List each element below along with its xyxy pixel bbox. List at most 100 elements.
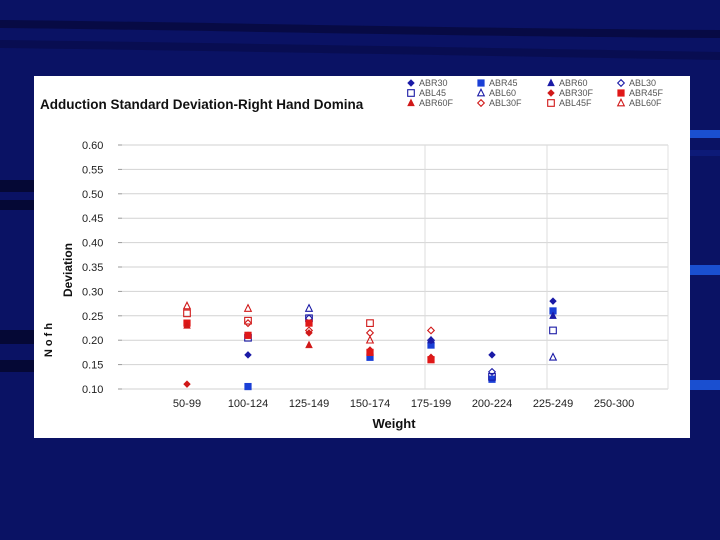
legend-item: ABR30F xyxy=(546,88,616,98)
data-point xyxy=(304,326,314,335)
y-tick-label: 0.10 xyxy=(82,384,103,396)
y-axis-ticks: 0.60 0.55 0.50 0.45 0.40 0.35 0.30 0.25 0.20 0.15… xyxy=(82,140,122,396)
legend-marker xyxy=(547,99,555,107)
legend-label: ABR30F xyxy=(559,88,594,98)
series-abr30f xyxy=(183,329,435,388)
legend-marker-icon xyxy=(547,89,555,97)
series-abr60f xyxy=(183,321,313,349)
legend-label: ABR60F xyxy=(419,98,454,108)
legend-item: ABL45F xyxy=(546,98,616,108)
chart-panel: Adduction Standard Deviation-Right Hand … xyxy=(34,76,690,438)
data-point xyxy=(427,356,435,364)
legend-label: ABR30 xyxy=(419,78,448,88)
legend-marker xyxy=(547,78,555,87)
chart-title: Adduction Standard Deviation-Right Hand … xyxy=(40,97,364,112)
data-point xyxy=(487,367,497,376)
y-tick-label: 0.30 xyxy=(82,286,103,298)
legend-item: ABL30 xyxy=(616,78,686,88)
data-point xyxy=(549,311,557,319)
y-axis-label-fragment: N o f h xyxy=(43,323,55,357)
legend-item: ABR30 xyxy=(406,78,476,88)
legend-marker xyxy=(407,98,415,107)
series-abl60f xyxy=(182,301,375,344)
data-point xyxy=(244,351,252,359)
legend-marker-icon xyxy=(547,99,555,107)
data-point xyxy=(305,340,313,349)
series-abr60 xyxy=(427,311,557,344)
legend-label: ABL60 xyxy=(489,88,517,98)
legend-item: ABR45F xyxy=(616,88,686,98)
series-abl45f xyxy=(183,309,374,327)
legend-marker-icon xyxy=(476,88,486,97)
x-axis-label: Weight xyxy=(372,416,416,431)
legend-item: ABL60 xyxy=(476,88,546,98)
data-point xyxy=(183,321,191,329)
y-tick-label: 0.50 xyxy=(82,189,103,201)
legend-marker-icon xyxy=(407,79,415,87)
legend-marker xyxy=(547,89,555,97)
legend-marker-icon xyxy=(477,79,485,87)
series-abl30f xyxy=(243,319,436,337)
data-point xyxy=(305,329,313,337)
legend-marker-icon xyxy=(616,98,626,107)
data-point xyxy=(182,301,192,310)
data-point xyxy=(183,309,191,318)
x-tick-label: 50-99 xyxy=(173,398,201,410)
y-tick-label: 0.25 xyxy=(82,311,103,323)
data-point xyxy=(244,316,252,325)
data-point xyxy=(488,351,496,359)
chart-legend: ABR30 ABR45 ABR60 ABL30 ABL45 ABL60 ABR30F ABR4… xyxy=(406,78,686,108)
x-tick-label: 150-174 xyxy=(350,398,390,410)
legend-item: ABR60F xyxy=(406,98,476,108)
data-point xyxy=(243,319,253,328)
legend-marker-icon xyxy=(547,78,555,87)
y-tick-label: 0.45 xyxy=(82,213,103,225)
legend-label: ABL45F xyxy=(559,98,592,108)
y-tick-label: 0.15 xyxy=(82,360,103,372)
series-abl30 xyxy=(304,314,497,376)
legend-marker-icon xyxy=(407,98,415,107)
y-tick-label: 0.35 xyxy=(82,262,103,274)
legend-label: ABR45 xyxy=(489,78,518,88)
legend-item: ABL30F xyxy=(476,98,546,108)
legend-item: ABL45 xyxy=(406,88,476,98)
x-tick-label: 125-149 xyxy=(289,398,329,410)
legend-label: ABL60F xyxy=(629,98,662,108)
legend-marker xyxy=(617,89,625,97)
legend-marker xyxy=(616,78,626,88)
data-point xyxy=(244,382,252,391)
series-abr45 xyxy=(244,307,557,391)
legend-label: ABR45F xyxy=(629,88,664,98)
legend-row: ABL45 ABL60 ABR30F ABR45F xyxy=(406,88,686,98)
legend-label: ABL30F xyxy=(489,98,522,108)
legend-marker xyxy=(407,79,415,87)
data-point xyxy=(488,372,496,381)
x-axis-ticks: 50-99 100-124 125-149 150-174 175-199 200-224… xyxy=(173,398,634,410)
data-point xyxy=(488,375,496,383)
x-tick-label: 100-124 xyxy=(228,398,268,410)
legend-marker xyxy=(616,98,626,107)
legend-marker xyxy=(407,89,415,97)
data-point xyxy=(426,336,436,345)
legend-marker-icon xyxy=(616,78,626,88)
data-point xyxy=(366,348,374,357)
legend-marker-icon xyxy=(476,98,486,108)
y-tick-label: 0.60 xyxy=(82,140,103,152)
y-tick-label: 0.55 xyxy=(82,164,103,176)
data-point xyxy=(366,319,374,327)
data-point xyxy=(426,326,436,335)
data-point xyxy=(549,326,557,335)
legend-marker xyxy=(476,98,486,108)
x-tick-label: 175-199 xyxy=(411,398,451,410)
legend-marker xyxy=(477,79,485,87)
data-point xyxy=(183,380,191,388)
legend-item: ABL60F xyxy=(616,98,686,108)
legend-label: ABL45 xyxy=(419,88,447,98)
data-point xyxy=(365,335,375,344)
legend-marker-icon xyxy=(407,89,415,97)
legend-label: ABL30 xyxy=(629,78,657,88)
chart-gridlines xyxy=(122,144,669,390)
legend-row: ABR60F ABL30F ABL45F ABL60F xyxy=(406,98,686,108)
data-points xyxy=(182,297,558,391)
y-axis-label: Deviation xyxy=(61,243,75,297)
